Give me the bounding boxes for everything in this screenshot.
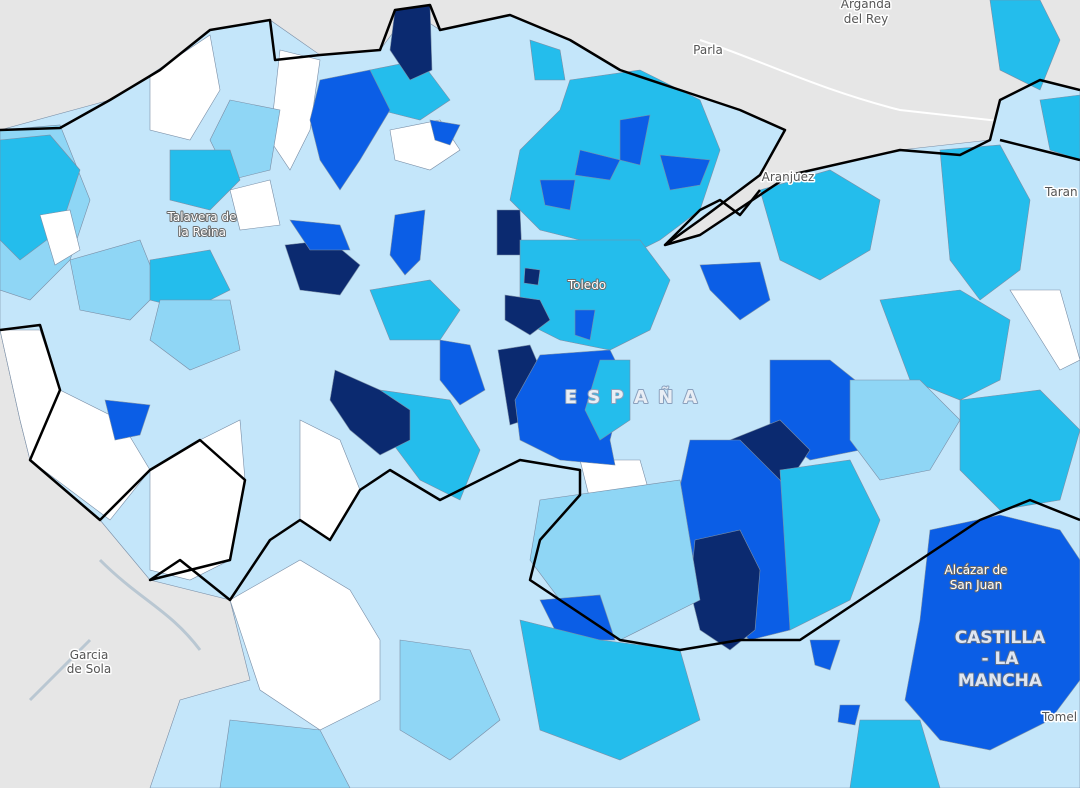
place-label: Arganda [841, 0, 891, 11]
place-labels: Arganda del Rey Parla Aranjuez Taran Tal… [65, 0, 1079, 726]
place-label: Alcázar de [945, 563, 1008, 577]
place-label: Tomel [1041, 710, 1077, 724]
region-label: MANCHA [958, 671, 1043, 691]
place-label: San Juan [950, 578, 1003, 592]
region-label: CASTILLA [955, 628, 1046, 648]
country-label: E S P A Ñ A [565, 385, 700, 408]
place-label: de Sola [67, 662, 111, 676]
place-label: Garcia [70, 648, 109, 662]
place-label: Taran [1044, 185, 1078, 199]
province-borders [0, 3, 1080, 652]
region-label: - LA [982, 649, 1020, 669]
place-label: Talavera de [167, 210, 237, 224]
river [28, 558, 202, 702]
place-label: Toledo [567, 278, 606, 292]
place-label: la Reina [178, 225, 226, 239]
road [699, 39, 1080, 131]
place-label: Parla [693, 43, 723, 57]
place-label: del Rey [844, 12, 888, 26]
place-label: Aranjuez [762, 170, 815, 184]
